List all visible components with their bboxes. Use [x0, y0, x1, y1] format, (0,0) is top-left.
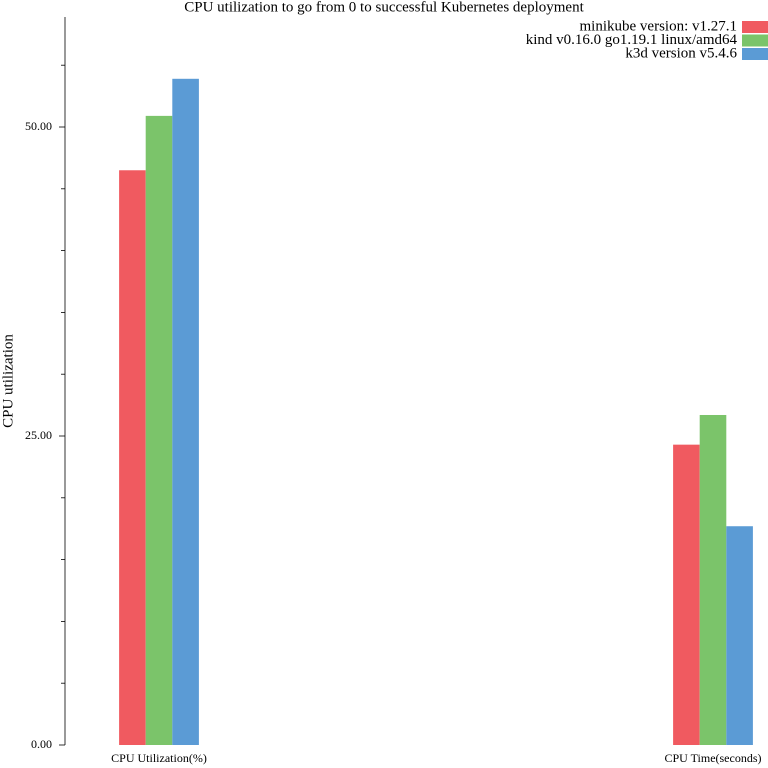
legend-swatch	[742, 48, 768, 60]
bar	[673, 444, 700, 745]
y-axis-label: CPU utilization	[0, 334, 16, 428]
x-tick-label: CPU Time(seconds)	[664, 751, 761, 765]
bar	[145, 115, 173, 745]
y-tick-label: 0.00	[31, 737, 52, 751]
bar	[726, 526, 753, 745]
legend-label: minikube version: v1.27.1	[580, 18, 738, 34]
legend-swatch	[742, 34, 768, 47]
x-tick-label: CPU Utilization(%)	[111, 751, 207, 765]
bar	[119, 170, 146, 745]
chart-title: CPU utilization to go from 0 to successf…	[184, 0, 584, 15]
legend-label: k3d version v5.4.6	[625, 45, 737, 61]
legend-swatch	[742, 21, 768, 33]
legend-label: kind v0.16.0 go1.19.1 linux/amd64	[526, 32, 738, 48]
bar	[172, 78, 199, 745]
bar	[699, 414, 727, 745]
y-tick-label: 50.00	[25, 119, 52, 133]
y-tick-label: 25.00	[25, 428, 52, 442]
